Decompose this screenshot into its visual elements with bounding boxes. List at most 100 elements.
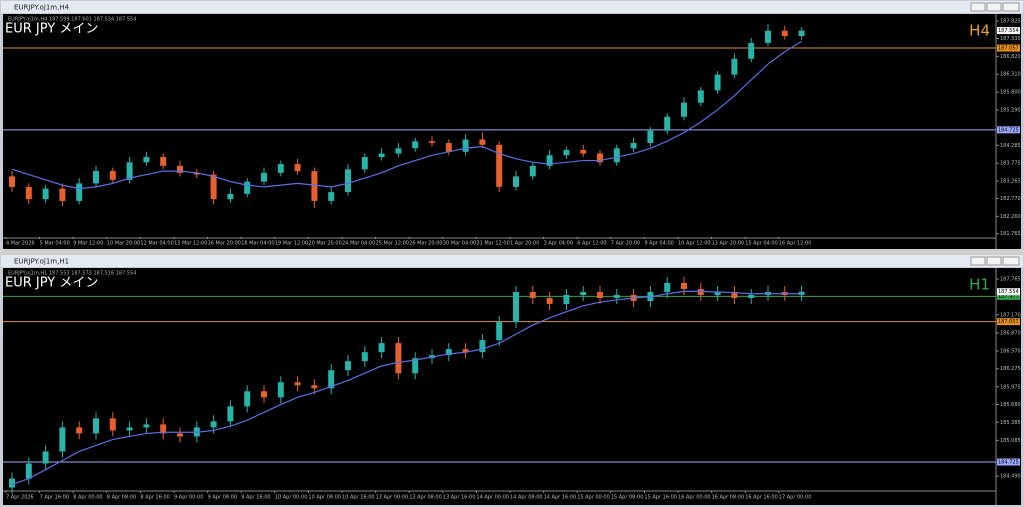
- candle-body: [277, 164, 284, 173]
- candle-body: [59, 188, 66, 201]
- close-button[interactable]: [1002, 256, 1020, 266]
- x-tick-label: 16 Apr 12:00: [779, 241, 812, 247]
- candle-body: [731, 58, 738, 75]
- candle-body: [126, 162, 133, 180]
- x-tick-label: 10 Apr 08:00: [308, 495, 341, 501]
- level-price-box: [997, 292, 1020, 300]
- candle-body: [647, 130, 654, 144]
- candle-body: [126, 427, 133, 431]
- candle-body: [445, 349, 452, 356]
- candle-body: [445, 143, 452, 152]
- candle-body: [261, 391, 267, 398]
- candle-body: [227, 193, 234, 200]
- window-title: EURJPY.oj1m,H4: [14, 4, 70, 12]
- y-tick-label: 187.825: [1000, 19, 1021, 25]
- x-tick-label: 24 Mar 04:00: [342, 241, 375, 247]
- title-bar: [1, 255, 1023, 267]
- current-price-box: [997, 288, 1020, 296]
- candle-body: [160, 424, 167, 434]
- x-tick-label: 15 Apr 16:00: [644, 495, 677, 501]
- candle-body: [25, 186, 32, 200]
- x-tick-label: 1 Apr 20:00: [510, 241, 539, 247]
- candle-body: [613, 148, 620, 163]
- candle-body: [697, 90, 704, 103]
- x-tick-label: 19 Mar 12:00: [275, 241, 308, 247]
- x-tick-label: 9 Apr 08:00: [208, 495, 237, 501]
- candle-body: [294, 164, 301, 172]
- window-title: EURJPY.oj1m,H1: [14, 258, 69, 266]
- x-tick-label: 7 Apr 16:00: [40, 495, 69, 501]
- candle-body: [412, 141, 419, 149]
- candle-body: [210, 421, 217, 428]
- x-tick-label: 3 Apr 04:00: [544, 241, 573, 247]
- y-tick-label: 187.170: [1000, 312, 1021, 318]
- x-tick-label: 16 Apr 08:00: [712, 495, 745, 501]
- candle-body: [143, 157, 150, 163]
- candle-body: [227, 406, 234, 422]
- candle-body: [731, 291, 738, 298]
- level-price-label: 184.725: [998, 127, 1019, 133]
- x-tick-label: 7 Apr 2026: [6, 495, 34, 501]
- candle-body: [748, 43, 755, 59]
- candle-body: [311, 385, 318, 389]
- candle-body: [143, 424, 150, 428]
- y-tick-label: 181.765: [1000, 231, 1021, 237]
- x-tick-label: 10 Apr 00:00: [275, 495, 308, 501]
- candle-body: [697, 288, 704, 295]
- candle-body: [277, 382, 284, 398]
- candle-body: [546, 297, 553, 305]
- current-price-box: [997, 27, 1020, 35]
- level-price-label: 187.477: [998, 294, 1019, 300]
- minimize-button[interactable]: [970, 2, 986, 12]
- x-tick-label: 5 Mar 04:00: [40, 241, 70, 247]
- candle-body: [563, 294, 570, 305]
- candle-body: [76, 427, 83, 434]
- candle-body: [328, 192, 335, 201]
- close-button[interactable]: [1002, 2, 1020, 12]
- candle-body: [395, 343, 402, 374]
- candle-body: [160, 157, 167, 166]
- candle-body: [429, 141, 435, 144]
- candle-body: [664, 116, 671, 131]
- candle-body: [244, 391, 251, 407]
- x-tick-label: 18 Mar 04:00: [241, 241, 274, 247]
- x-tick-label: 14 Apr 16:00: [544, 495, 577, 501]
- candle-body: [311, 171, 318, 201]
- candle-body: [714, 291, 721, 295]
- y-tick-label: 186.820: [1000, 54, 1021, 60]
- minimize-button[interactable]: [970, 256, 986, 266]
- x-tick-label: 17 Apr 00:00: [779, 495, 812, 501]
- candle-body: [513, 176, 519, 187]
- timeframe-label: H4: [969, 22, 990, 40]
- level-price-label: 187.057: [998, 319, 1019, 325]
- candle-body: [714, 74, 721, 91]
- candle-body: [798, 30, 805, 36]
- title-bar: [1, 1, 1023, 13]
- candle-body: [109, 418, 116, 431]
- x-tick-label: 30 Mar 04:00: [443, 241, 476, 247]
- chart-area: [3, 14, 1021, 249]
- candle-body: [630, 143, 637, 149]
- candle-body: [681, 282, 687, 289]
- x-tick-label: 10 Apr 12:00: [678, 241, 711, 247]
- candle-body: [93, 171, 99, 184]
- candle-body: [9, 478, 15, 488]
- x-tick-label: 13 Apr 16:00: [443, 495, 476, 501]
- candle-body: [613, 294, 620, 298]
- candle-body: [25, 463, 32, 479]
- candle-body: [546, 155, 553, 166]
- x-tick-label: 10 Apr 16:00: [342, 495, 375, 501]
- candle-body: [765, 30, 771, 44]
- x-tick-label: 4 Mar 2026: [6, 241, 35, 247]
- level-price-label: 187.057: [998, 46, 1019, 52]
- candle-body: [42, 188, 49, 200]
- y-tick-label: 182.260: [1000, 214, 1021, 220]
- x-tick-label: 26 Mar 20:00: [409, 241, 442, 247]
- maximize-button[interactable]: [986, 2, 1002, 12]
- candle-body: [42, 451, 49, 464]
- symbol-label: EUR JPY メイン: [5, 22, 98, 37]
- candle-body: [462, 349, 469, 353]
- maximize-button[interactable]: [986, 256, 1002, 266]
- candle-body: [59, 427, 66, 452]
- x-tick-label: 31 Mar 12:00: [476, 241, 509, 247]
